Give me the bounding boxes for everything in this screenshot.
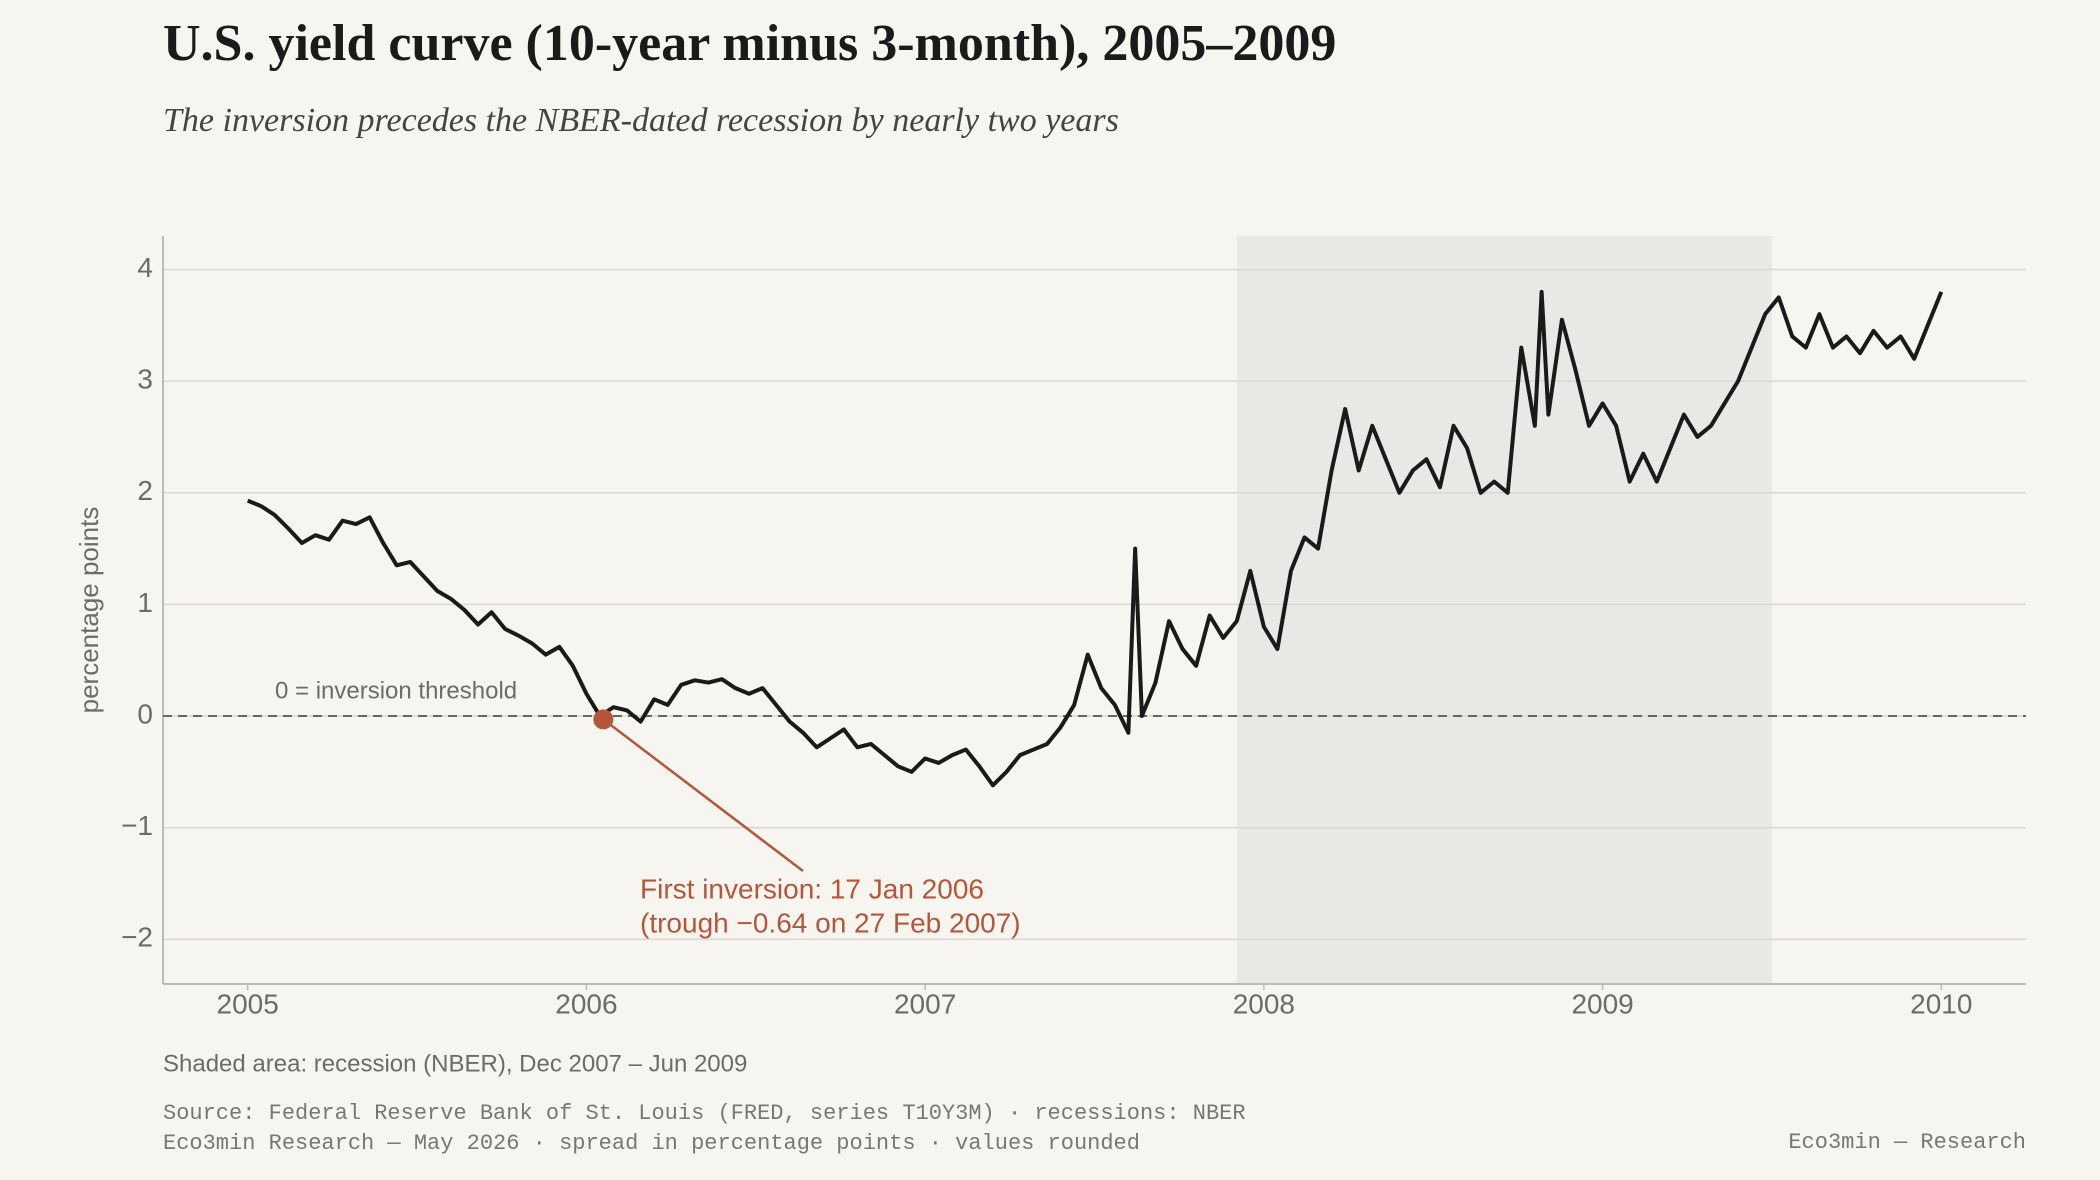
source: Source: Federal Reserve Bank of St. Loui…: [163, 1101, 1246, 1126]
annotation-leader: [602, 718, 804, 872]
x-tick-label: 2008: [1233, 988, 1295, 1019]
y-tick-label: −2: [121, 922, 153, 953]
y-tick-label: 4: [137, 252, 153, 283]
recession-band: [1236, 236, 1772, 984]
x-tick-label: 2009: [1571, 988, 1633, 1019]
annotation-point: [593, 709, 614, 730]
annotation-text: (trough −0.64 on 27 Feb 2007): [640, 907, 1021, 938]
chart-subtitle: The inversion precedes the NBER-dated re…: [163, 102, 1119, 139]
y-tick-label: 1: [137, 587, 153, 618]
y-tick-label: 3: [137, 364, 153, 395]
x-tick-label: 2010: [1910, 988, 1972, 1019]
x-tick-label: 2007: [894, 988, 956, 1019]
chart-title: U.S. yield curve (10-year minus 3-month)…: [163, 15, 1336, 72]
y-tick-label: 2: [137, 475, 153, 506]
y-tick-label: −1: [121, 810, 153, 841]
source: Eco3min Research — May 2026 · spread in …: [163, 1131, 1140, 1156]
y-axis-label: percentage points: [74, 507, 104, 714]
x-tick-label: 2006: [555, 988, 617, 1019]
note: Shaded area: recession (NBER), Dec 2007 …: [163, 1050, 747, 1077]
data-line: [246, 289, 1944, 788]
credit: Eco3min — Research: [1788, 1130, 2026, 1155]
y-tick-label: 0: [137, 698, 153, 729]
annotation-text: First inversion: 17 Jan 2006: [640, 873, 984, 904]
reference-label: 0 = inversion threshold: [275, 677, 517, 704]
x-tick-label: 2005: [217, 988, 279, 1019]
